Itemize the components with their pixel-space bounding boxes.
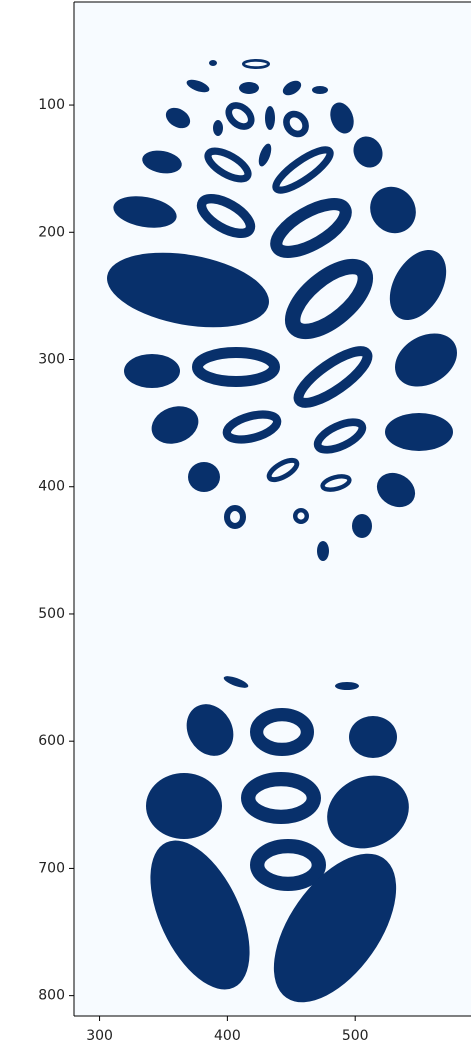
print-blob	[349, 716, 397, 758]
print-blob	[213, 120, 223, 136]
print-blob	[188, 462, 220, 492]
print-blob	[124, 354, 180, 388]
y-tick-label: 600	[38, 733, 65, 749]
print-blob	[239, 82, 259, 94]
x-tick-label: 400	[214, 1028, 241, 1044]
print-blob	[352, 514, 372, 538]
y-tick-label: 800	[38, 988, 65, 1004]
print-blob	[146, 773, 222, 839]
image-background	[74, 2, 471, 1016]
print-blob	[209, 60, 217, 66]
y-tick-label: 500	[38, 606, 65, 622]
x-tick-label: 500	[342, 1028, 369, 1044]
print-blob	[335, 682, 359, 690]
y-tick-label: 300	[38, 352, 65, 368]
y-tick-label: 100	[38, 97, 65, 113]
y-tick-label: 700	[38, 860, 65, 876]
print-blob	[312, 86, 328, 94]
y-tick-label: 200	[38, 224, 65, 240]
y-tick-label: 400	[38, 479, 65, 495]
print-blob	[317, 541, 329, 561]
print-blob	[265, 106, 275, 130]
chart: 100 200 300 400 500 600 700 800 300 400 500	[0, 0, 471, 1051]
print-blob	[385, 413, 453, 451]
x-tick-label: 300	[86, 1028, 113, 1044]
